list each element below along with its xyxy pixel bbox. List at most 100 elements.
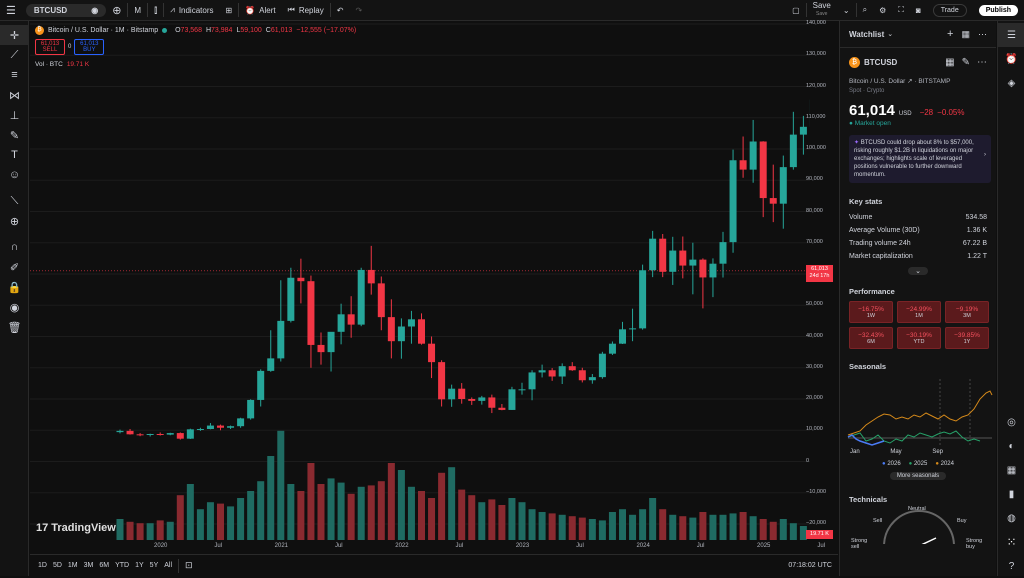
price-tick: 50,000 [806,301,823,307]
magnet-icon[interactable]: ∩ [0,237,29,257]
compare-plus-icon[interactable]: ⊕ [106,0,127,21]
settings-icon[interactable]: ⚙ [873,0,892,21]
more-seasonals-button[interactable]: More seasonals [890,472,946,480]
symbol-name[interactable]: BTCUSD [864,58,897,67]
more-icon[interactable]: ⋯ [977,57,987,68]
watchlist-icon[interactable]: ☰ [998,23,1024,47]
target-icon[interactable]: ◎ [998,410,1024,434]
range-button[interactable]: 1Y [135,562,144,569]
volume-bar [448,467,455,540]
advanced-view-icon[interactable]: ▦ [961,29,970,40]
price-tick: 70,000 [806,239,823,245]
high-value: 73,984 [211,27,232,34]
range-button[interactable]: YTD [115,562,129,569]
performance-cell[interactable]: −32.43%6M [849,327,893,349]
performance-cell[interactable]: −30.19%YTD [897,327,941,349]
seasonals-months: Jan May Sep [840,449,952,455]
performance-cell[interactable]: −16.75%1W [849,301,893,323]
stay-drawing-icon[interactable]: ✐ [0,257,29,277]
chart-pane[interactable]: ₿ Bitcoin / U.S. Dollar · 1M · Bitstamp … [30,22,810,542]
templates-icon[interactable]: ⊞ [220,0,239,21]
trade-button[interactable]: Trade [927,0,973,21]
range-button[interactable]: All [164,562,172,569]
forecast-icon[interactable]: ⊥ [0,105,29,125]
interval-button[interactable]: M [128,0,147,21]
candle-body [730,160,737,242]
brush-icon[interactable]: ✎ [0,125,29,145]
crosshair-icon[interactable]: ✛ [0,25,29,45]
candle-body [589,377,596,380]
performance-cell[interactable]: −24.99%1M [897,301,941,323]
performance-cell[interactable]: −39.85%1Y [945,327,989,349]
date-range-icon[interactable]: ⊡ [185,560,193,571]
emoji-icon[interactable]: ☺ [0,165,29,185]
pattern-icon[interactable]: ⋈ [0,85,29,105]
watchlist-title[interactable]: Watchlist [849,30,884,39]
alerts-clock-icon[interactable]: ⏰ [998,47,1024,71]
zoom-icon[interactable]: ⊕ [0,211,29,231]
camera-icon[interactable]: ◙ [910,0,927,21]
symbol-text: BTCUSD [34,6,67,15]
publish-button[interactable]: Publish [973,0,1024,21]
redo-icon[interactable]: ↷ [349,0,368,21]
chevron-down-icon[interactable]: ⌄ [887,30,893,38]
signal-icon[interactable]: ▮ [998,482,1024,506]
fullscreen-icon[interactable]: ⛶ [892,0,910,21]
trash-icon[interactable]: 🗑 [0,317,29,337]
range-button[interactable]: 5D [53,562,62,569]
edit-icon[interactable]: ✎ [962,57,970,68]
grid-icon[interactable]: ▦ [945,57,954,68]
lock-icon[interactable]: 🔒 [0,277,29,297]
range-button[interactable]: 1M [68,562,78,569]
candle-body [488,397,495,407]
time-tick: Jul [335,543,343,549]
performance-cell[interactable]: −9.19%3M [945,301,989,323]
candle-body [448,389,455,400]
replay-button[interactable]: ⏮Replay [282,0,330,21]
range-button[interactable]: 1D [38,562,47,569]
save-dropdown-icon[interactable]: ⌄ [837,0,856,21]
help-icon[interactable]: ? [998,554,1024,578]
replay-label: Replay [299,6,324,15]
candle-body [559,366,566,376]
candle-body [137,434,144,435]
volume-bar [649,498,656,540]
volume-bar [187,484,194,540]
chevron-down-icon[interactable]: ⌄ [908,267,928,275]
calendar-icon[interactable]: ▦ [998,458,1024,482]
layout-icon[interactable]: ▢ [786,0,806,21]
alert-button[interactable]: ⏰Alert [239,0,281,21]
range-button[interactable]: 3M [84,562,94,569]
eye-icon[interactable]: ◉ [0,297,29,317]
external-link-icon[interactable]: ↗ [907,78,912,85]
range-button[interactable]: 6M [99,562,109,569]
candle-body [689,260,696,266]
ruler-icon[interactable]: ⟍ [0,191,29,211]
add-symbol-icon[interactable]: + [947,28,953,40]
range-button[interactable]: 5Y [150,562,159,569]
clock-time[interactable]: 07:18:02 UTC [788,562,832,569]
more-icon[interactable]: ⋯ [978,29,987,40]
time-tick: Jul [456,543,464,549]
notifications-icon[interactable]: ◍ [998,506,1024,530]
apps-icon[interactable]: ⁙ [998,530,1024,554]
layers-icon[interactable]: ◈ [998,71,1024,95]
undo-icon[interactable]: ↶ [331,0,350,21]
quick-search-icon[interactable]: ⌕ [857,0,873,21]
fib-icon[interactable]: ≡ [0,65,29,85]
indicators-button[interactable]: ⩘Indicators [164,0,219,21]
ideas-icon[interactable]: ◐ [998,434,1024,458]
symbol-search[interactable]: BTCUSD◉ [26,4,106,17]
text-icon[interactable]: T [0,145,29,165]
chart-type-icon[interactable]: ⫾ [148,0,163,21]
menu-icon[interactable]: ☰ [0,0,22,21]
trend-line-icon[interactable]: ⟋ [0,45,29,65]
volume-bar [147,523,154,540]
stat-label: Volume [849,214,872,221]
news-card[interactable]: ✦ BTCUSD could drop about 8% to $57,000,… [849,135,991,183]
